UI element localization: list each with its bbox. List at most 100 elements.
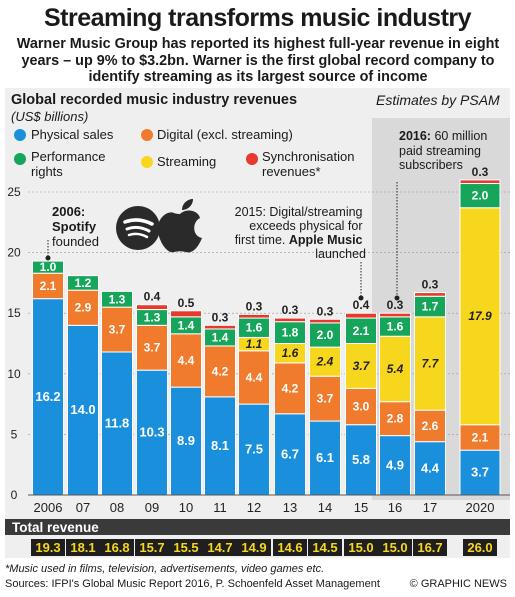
total-revenue-band (5, 519, 510, 535)
bar-segment (170, 310, 202, 318)
value-label: 4.4 (178, 353, 195, 367)
value-label: 2.6 (422, 419, 439, 433)
bar-segment (32, 272, 64, 300)
legend-swatch-sync (246, 153, 258, 165)
value-label: 2.8 (387, 412, 404, 426)
page-title: Streaming transforms music industry (43, 4, 472, 32)
page-subtitle: Warner Music Group has reported its high… (16, 36, 500, 85)
bar-segment (67, 275, 99, 291)
total-box (203, 539, 237, 556)
bar-segment (67, 289, 99, 326)
legend-swatch-digital (141, 129, 153, 141)
totals-layer: 19.3 18.1 16.8 15.7 15.5 14.7 14.9 14.6 14.5 15.0… (31, 539, 497, 556)
total-box (135, 539, 169, 556)
bar-segment (32, 260, 64, 274)
x-tick-label: 08 (110, 500, 124, 515)
bar-segment (238, 313, 270, 319)
bar-segment (101, 306, 133, 353)
x-tick-label: 16 (388, 500, 402, 515)
bar-segment (136, 304, 168, 311)
bar-segment (345, 312, 377, 319)
value-label: 2.1 (472, 430, 489, 444)
value-label: 3.0 (353, 400, 370, 414)
x-tick-label: 13 (283, 500, 297, 515)
value-label: 0.5 (178, 296, 195, 310)
bar-segment (379, 435, 411, 496)
value-label: 0.3 (317, 304, 334, 318)
value-label: 10.3 (139, 425, 164, 440)
total-value: 14.9 (241, 540, 266, 555)
value-label: 8.9 (177, 433, 195, 448)
value-label: 4.2 (212, 364, 229, 378)
total-value: 15.7 (139, 540, 164, 555)
total-value: 26.0 (467, 540, 492, 555)
value-label: 6.1 (316, 450, 334, 465)
value-label: 11.8 (105, 415, 130, 430)
value-label: 16.2 (35, 389, 60, 404)
estimates-label: Estimates by PSAM (376, 92, 500, 108)
chart-units: (US$ billions) (11, 109, 89, 124)
value-label: 1.6 (282, 346, 299, 360)
bar-segment (274, 317, 306, 323)
legend-label-sync: Synchronisation revenues* (262, 149, 355, 179)
legend-swatch-streaming (141, 156, 153, 168)
annotation-2006: 2006: Spotify founded (52, 204, 100, 249)
x-tick-label: 15 (354, 500, 368, 515)
bar-segment (32, 298, 64, 496)
bar-segment (459, 424, 501, 451)
total-value: 14.5 (312, 540, 337, 555)
value-label: 1.4 (212, 330, 229, 344)
bar-segment (204, 324, 236, 330)
bar-segment (345, 424, 377, 496)
source-credit: Sources: IFPI's Global Music Report 2016… (5, 578, 380, 590)
value-label: 2.9 (75, 301, 92, 315)
axis-layer: 0 5 10 15 20 25 2006 07 08 09 10 11 12 13 14 15 16 17 2020 (7, 185, 510, 515)
x-tick-label: 2020 (466, 500, 495, 515)
y-tick-label: 10 (7, 367, 21, 381)
value-label: 1.3 (109, 292, 126, 306)
apple-icon (157, 199, 202, 253)
value-label: 7.7 (422, 356, 440, 370)
legend-label-digital: Digital (excl. streaming) (157, 127, 293, 142)
value-label: 0.3 (212, 310, 229, 324)
x-tick-label: 2006 (34, 500, 63, 515)
legend-label-performance: Performance rights (31, 149, 106, 179)
value-label: 3.7 (144, 341, 161, 355)
bar-segment (379, 401, 411, 437)
value-label: 1.0 (40, 260, 57, 274)
total-box (66, 539, 100, 556)
total-box (31, 539, 65, 556)
total-box (100, 539, 134, 556)
annotation-2015: 2015: Digital/streaming exceeds physical… (235, 205, 366, 261)
total-box (237, 539, 271, 556)
total-value: 15.5 (173, 540, 198, 555)
bar-segment (101, 351, 133, 496)
total-value: 14.7 (207, 540, 232, 555)
total-box (413, 539, 447, 556)
x-tick-label: 12 (247, 500, 261, 515)
legend-swatch-physical (14, 129, 26, 141)
total-value: 19.3 (35, 540, 60, 555)
x-tick-label: 10 (179, 500, 193, 515)
leader-2015-dot (358, 295, 364, 301)
value-label: 1.4 (178, 318, 195, 332)
value-label: 2.1 (40, 279, 57, 293)
bar-segment (309, 346, 341, 377)
bar-segment (238, 403, 270, 496)
annotation-2016: 2016: 60 million paid streaming subscrib… (399, 129, 488, 172)
y-tick-label: 5 (11, 427, 18, 441)
value-labels-layer: 16.2 2.1 1.0 14.0 2.9 1.2 11.8 3.7 1.3 10.3 3.7 1.3… (35, 165, 492, 480)
legend-label-streaming: Streaming (157, 154, 217, 169)
value-label: 2.0 (472, 189, 489, 203)
value-label: 4.4 (421, 460, 440, 475)
copyright: © GRAPHIC NEWS (409, 578, 507, 590)
value-label: 1.7 (422, 300, 439, 314)
bar-segment (345, 387, 377, 426)
bar-segment (204, 345, 236, 398)
bar-segment (309, 318, 341, 324)
total-value: 18.1 (70, 540, 95, 555)
value-label: 3.7 (317, 392, 334, 406)
legend-label-physical: Physical sales (31, 127, 114, 142)
spotify-icon (116, 206, 160, 250)
bar-segment (414, 292, 446, 297)
